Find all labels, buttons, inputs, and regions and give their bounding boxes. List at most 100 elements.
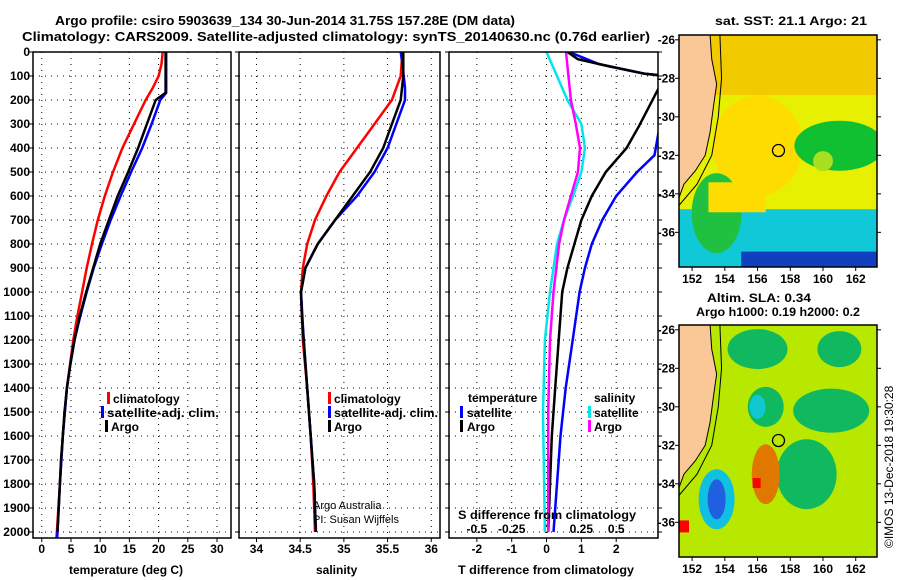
sst-map: -26 -28 -30 -32 -34 -36 152 154 156 158 160 162: [658, 33, 881, 286]
map-frame: [678, 324, 878, 558]
series-group: [541, 52, 658, 533]
legend-title-salinity: salinity: [594, 391, 636, 405]
legend-label-s-argo: Argo: [594, 420, 622, 434]
x-tick-label: 30: [210, 542, 224, 556]
y-tick-label: 100: [10, 69, 30, 83]
lat-tick-label: -30: [658, 400, 676, 414]
lon-tick-label: 160: [813, 562, 833, 576]
lon-tick-label: 152: [682, 562, 702, 576]
profile-location-marker: [771, 433, 786, 448]
y-tick-label: 900: [10, 261, 30, 275]
x-tick-label: 15: [123, 542, 137, 556]
sla-low-patch: [776, 439, 837, 510]
x-tick-label: 0: [38, 542, 45, 556]
legend-label-argo: Argo: [334, 420, 362, 434]
legend-label-s-satellite: satellite: [594, 406, 639, 420]
y-tick-label: 1200: [3, 333, 30, 347]
x-tick-label: 2: [613, 542, 620, 556]
salinity-axis-label: salinity: [316, 563, 358, 577]
legend-label-argo: Argo: [111, 420, 139, 434]
sst-cool-patch: [794, 120, 877, 171]
legend-label-satellite: satellite-adj. clim.: [334, 406, 438, 420]
lat-tick-label: -26: [658, 323, 676, 337]
legend-swatch-climatology: [107, 392, 110, 404]
y-tick-label: 200: [10, 93, 30, 107]
difference-panel: -2 -1 0 1 2 -0.5 -0.25 0 0.25 0.5: [445, 51, 662, 556]
lon-tick-label: 156: [748, 272, 768, 286]
legend-label-t-argo: Argo: [467, 420, 495, 434]
y-tick-label: 800: [10, 237, 30, 251]
lon-tick-label: 162: [846, 272, 866, 286]
y-tick-label: 1600: [3, 429, 30, 443]
y-tick-label: 700: [10, 213, 30, 227]
legend-swatch-t-satellite: [460, 406, 463, 418]
x-tick-label: 5: [68, 542, 75, 556]
x-tick-label: -2: [472, 542, 483, 556]
x-tick-label: 25: [181, 542, 195, 556]
lon-tick-label: 156: [748, 562, 768, 576]
y-tick-label: 1900: [3, 501, 30, 515]
lat-tick-label: -34: [658, 187, 676, 201]
series-line-argo: [56, 52, 167, 533]
sla-low-core: [749, 394, 766, 419]
legend-swatch-argo: [105, 420, 108, 432]
lat-tick-label: -28: [658, 71, 676, 85]
y-tick-label: 0: [23, 45, 30, 59]
sla-low-patch: [817, 331, 862, 368]
x-tick-label: 35: [337, 542, 351, 556]
lon-tick-label: 158: [780, 272, 800, 286]
sla-eddy-warm-core: [752, 478, 761, 489]
y-tick-label: 400: [10, 141, 30, 155]
panel-frame: [238, 51, 441, 539]
y-tick-label: 1500: [3, 405, 30, 419]
y-tick-label: 1400: [3, 381, 30, 395]
lat-tick-label: -26: [658, 33, 676, 47]
lon-tick-label: 154: [715, 562, 735, 576]
credit-argo-australia: Argo Australia: [313, 500, 382, 512]
salinity-panel: 34 34.5 35 35.5 36: [235, 51, 441, 556]
sla-eddy-cold-core: [707, 479, 726, 520]
y-tick-label: 300: [10, 117, 30, 131]
title-line-2: Climatology: CARS2009. Satellite-adjuste…: [22, 29, 650, 44]
sst-cold-deep: [741, 251, 877, 267]
legend-label-climatology: climatology: [113, 392, 180, 406]
x-tick-label: -1: [506, 542, 517, 556]
sla-hot-spot: [679, 520, 689, 533]
series-line-satellite-adj-clim-: [55, 52, 168, 538]
difference-legend: temperature satellite Argo salinity sate…: [458, 391, 639, 522]
map-field: [679, 325, 877, 557]
x-tick-label: 35.5: [376, 542, 400, 556]
temperature-panel: 0100200300400500600700800900100011001200…: [3, 45, 232, 556]
y-tick-label: 600: [10, 189, 30, 203]
legend-swatch-t-argo: [460, 420, 463, 432]
legend-label-t-satellite: satellite: [467, 406, 512, 420]
legend-swatch-s-argo: [588, 420, 591, 432]
legend-label-satellite: satellite-adj. clim.: [107, 406, 219, 420]
title-line-1: Argo profile: csiro 5903639_134 30-Jun-2…: [55, 13, 515, 28]
x-tick-label: 36: [425, 542, 439, 556]
sst-eddy: [813, 151, 833, 172]
panel-frame: [448, 51, 659, 539]
lat-tick-label: -32: [658, 438, 676, 452]
land-australia: [679, 35, 718, 198]
lat-tick-label: -30: [658, 110, 676, 124]
y-tick-label: 1800: [3, 477, 30, 491]
panel-frame: [32, 51, 232, 539]
y-tick-label: 1100: [4, 309, 30, 323]
lat-tick-label: -36: [658, 225, 676, 239]
profile-location-marker: [771, 143, 786, 158]
lon-tick-label: 152: [682, 272, 702, 286]
bathymetry-contour: [679, 35, 723, 206]
bathymetry-contour: [679, 325, 723, 496]
series-line-argo: [299, 52, 405, 533]
x-tick-label: 20: [152, 542, 166, 556]
s-tick-label: 0.5: [608, 522, 625, 536]
s-tick-label: 0: [543, 522, 550, 536]
x-tick-label: 34: [250, 542, 264, 556]
series-line-s-satellite: [541, 52, 587, 533]
salinity-legend: climatology satellite-adj. clim. Argo Ar…: [313, 392, 438, 526]
t-diff-axis-label: T difference from climatology: [458, 563, 634, 577]
y-tick-label: 1300: [3, 357, 30, 371]
legend-swatch-climatology: [328, 392, 331, 404]
